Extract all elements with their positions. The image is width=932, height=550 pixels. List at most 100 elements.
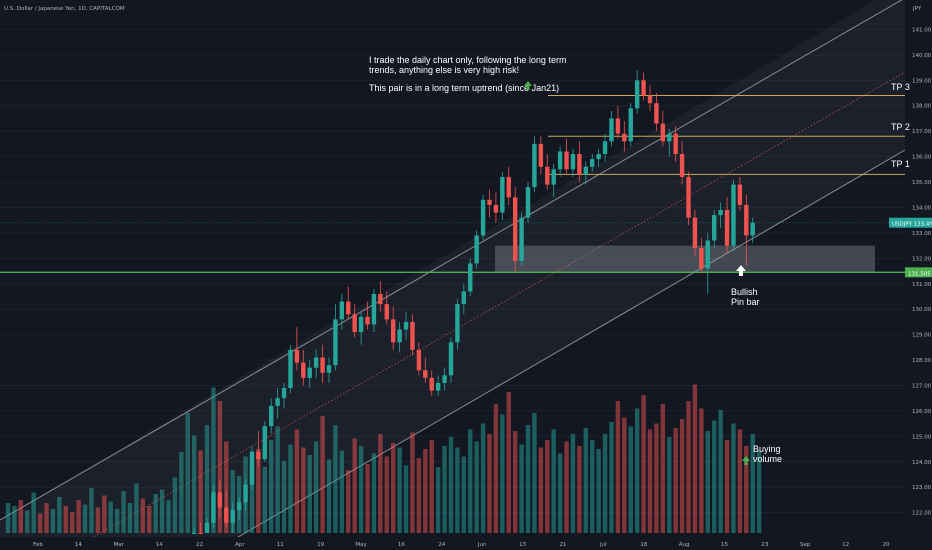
volume-bar	[590, 440, 595, 533]
volume-bar	[602, 434, 608, 533]
volume-bar	[480, 423, 486, 533]
volume-bar	[609, 422, 614, 533]
price-tick-label: 134.00	[912, 205, 932, 211]
volume-bar	[634, 408, 640, 533]
volume-bar	[153, 494, 158, 533]
volume-bar	[294, 429, 300, 533]
volume-bar	[44, 503, 49, 533]
candle-body	[365, 316, 370, 325]
time-tick-label: Mar	[114, 542, 125, 548]
support-price-tag-label: 131.505	[908, 271, 931, 277]
volume-bar	[127, 503, 133, 533]
volume-bar	[185, 413, 190, 533]
time-tick-label: 22	[196, 542, 203, 548]
volume-bar	[211, 387, 216, 533]
support-zone-rect	[495, 245, 875, 273]
note-line-2: trends, anything else is very high risk!	[369, 65, 519, 75]
price-tick-label: 122.00	[912, 511, 932, 517]
candle-body	[313, 357, 319, 368]
time-tick-label: 21	[559, 542, 566, 548]
volume-bar	[750, 434, 755, 533]
candle-body	[557, 151, 563, 170]
candle-body	[429, 377, 434, 391]
price-tick-label: 130.00	[912, 307, 932, 313]
candle-body	[641, 80, 646, 96]
time-tick-label: Jul	[599, 542, 607, 548]
candle-body	[416, 349, 422, 371]
volume-bar	[525, 425, 531, 533]
volume-bar	[577, 446, 582, 533]
volume-bar	[50, 509, 56, 533]
price-tick-label: 137.00	[912, 129, 932, 135]
time-tick-label: 14	[156, 542, 163, 548]
volume-bar	[352, 438, 357, 533]
volume-bar	[339, 450, 345, 533]
volume-bar	[737, 429, 743, 533]
candle-body	[275, 398, 280, 406]
volume-bar	[641, 395, 646, 533]
volume-bar	[108, 501, 113, 533]
time-tick-label: Sep	[800, 542, 811, 548]
candle-body	[198, 533, 203, 534]
tp3-label: TP 3	[891, 82, 910, 92]
candle-body	[660, 123, 666, 142]
candle-body	[596, 154, 601, 160]
price-axis[interactable]: 122.00 123.00 124.00 125.00 126.00 127.00 128.…	[889, 0, 932, 550]
candle-body	[326, 365, 332, 373]
price-tick-label: 127.00	[912, 383, 932, 389]
price-tick-label: 131.00	[912, 282, 932, 288]
time-axis-bg	[0, 537, 932, 550]
volume-bar	[224, 441, 229, 533]
candle-body	[371, 293, 377, 325]
pin-bar-arrow-icon	[736, 265, 746, 276]
volume-bar	[679, 419, 685, 533]
channel-lower-line	[232, 149, 906, 541]
volume-bar	[76, 500, 81, 533]
volume-bar	[326, 459, 332, 533]
candle-body	[634, 80, 640, 109]
candle-body	[288, 349, 293, 389]
candle-body	[448, 342, 454, 376]
volume-bar	[615, 401, 621, 533]
volume-bar	[57, 497, 62, 533]
volume-bar	[82, 504, 88, 533]
volume-bar	[538, 447, 544, 533]
candle-body	[249, 451, 255, 485]
candle-body	[474, 235, 479, 264]
candle-body	[500, 176, 505, 213]
current-price-tag	[889, 217, 932, 228]
volume-bar	[31, 492, 36, 533]
grid	[0, 28, 905, 514]
volume-bar	[256, 449, 261, 533]
volume-bar	[333, 425, 338, 533]
candle-body	[410, 321, 415, 350]
volume-bar	[25, 510, 30, 533]
time-tick-label: 16	[398, 542, 405, 548]
volume-bar	[435, 467, 441, 533]
time-tick-label: Aug	[679, 542, 690, 548]
volume-bar	[570, 434, 576, 533]
candle-body	[333, 319, 338, 366]
candle-body	[628, 108, 633, 142]
support-zone	[495, 245, 875, 273]
candle-body	[609, 118, 614, 142]
candle-body	[307, 367, 312, 378]
time-tick-label: 24	[438, 542, 445, 548]
volume-bar	[288, 444, 293, 533]
candle-body	[744, 204, 749, 236]
currency-label: JPY	[912, 6, 922, 12]
candle-body	[724, 210, 730, 246]
volume-bar	[262, 467, 267, 533]
candle-body	[346, 301, 351, 315]
volume-bar	[275, 426, 280, 533]
volume-bar	[134, 483, 139, 533]
volume-bar	[307, 455, 312, 533]
volume-bar	[724, 440, 730, 533]
volume-bar	[172, 477, 178, 533]
volume-bar	[384, 456, 389, 533]
time-axis[interactable]: Feb 14 Mar 14 22 Apr 11 19 May 16 24 Jun 13 21 Jul 18 Au…	[0, 537, 932, 550]
volume-bar	[557, 453, 563, 533]
volume-bar	[358, 446, 364, 533]
price-tick-label: 140.00	[912, 53, 932, 59]
